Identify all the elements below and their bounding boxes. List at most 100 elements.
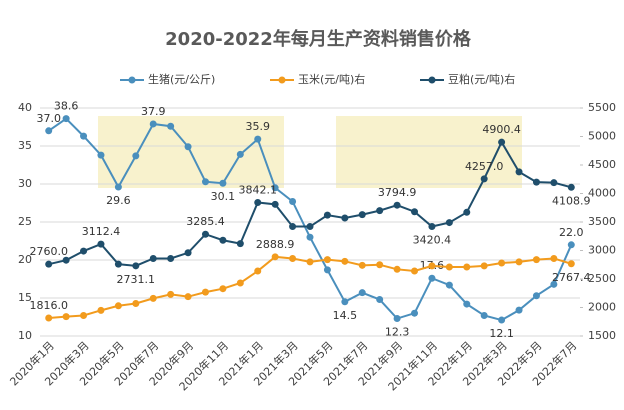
- point: [254, 199, 262, 207]
- point: [463, 208, 471, 216]
- y2-tick-label: 2500: [588, 272, 616, 285]
- point: [132, 152, 140, 160]
- value-label: 38.6: [54, 100, 79, 113]
- point: [167, 122, 175, 130]
- point: [97, 240, 105, 248]
- point: [393, 315, 401, 323]
- point: [532, 292, 540, 300]
- point: [62, 256, 70, 264]
- value-label: 3285.4: [186, 215, 225, 228]
- value-label: 14.5: [333, 309, 358, 322]
- legend-marker: [278, 76, 286, 84]
- value-label: 22.0: [559, 226, 584, 239]
- point: [219, 179, 227, 187]
- value-label: 12.3: [385, 326, 410, 339]
- point: [532, 256, 540, 264]
- point: [114, 183, 122, 191]
- point: [323, 256, 331, 264]
- point: [167, 254, 175, 262]
- point: [341, 298, 349, 306]
- point: [62, 313, 70, 321]
- point: [184, 249, 192, 257]
- point: [428, 274, 436, 282]
- point: [532, 178, 540, 186]
- y-tick-label: 30: [18, 177, 32, 190]
- point: [480, 311, 488, 319]
- y2-tick-label: 4500: [588, 158, 616, 171]
- value-label: 3794.9: [378, 186, 417, 199]
- point: [411, 309, 419, 317]
- point: [219, 285, 227, 293]
- point: [132, 262, 140, 270]
- point: [114, 302, 122, 310]
- point: [254, 135, 262, 143]
- point: [149, 254, 157, 262]
- point: [498, 259, 506, 267]
- value-label: 37.9: [141, 105, 166, 118]
- point: [306, 233, 314, 241]
- y2-tick-label: 1500: [588, 329, 616, 342]
- point: [254, 267, 262, 275]
- value-label: 2888.9: [256, 238, 295, 251]
- point: [167, 290, 175, 298]
- point: [236, 240, 244, 248]
- point: [271, 253, 279, 261]
- point: [515, 168, 523, 176]
- y-tick-label: 35: [18, 139, 32, 152]
- point: [114, 260, 122, 268]
- value-label: 4108.9: [552, 194, 591, 207]
- point: [97, 151, 105, 159]
- point: [271, 200, 279, 208]
- legend-label: 豆粕(元/吨)右: [448, 72, 515, 86]
- value-label: 2767.4: [552, 271, 591, 284]
- point: [358, 289, 366, 297]
- value-label: 35.9: [245, 120, 270, 133]
- point: [289, 197, 297, 205]
- point: [289, 223, 297, 231]
- value-label: 2760.0: [29, 245, 68, 258]
- y-tick-label: 10: [18, 329, 32, 342]
- point: [376, 261, 384, 269]
- point: [80, 311, 88, 319]
- y2-tick-label: 2000: [588, 301, 616, 314]
- point: [515, 306, 523, 314]
- point: [358, 261, 366, 269]
- point: [323, 266, 331, 274]
- point: [480, 175, 488, 183]
- point: [45, 314, 53, 322]
- value-label: 12.1: [489, 327, 514, 340]
- y-tick-label: 15: [18, 291, 32, 304]
- point: [393, 201, 401, 209]
- legend-marker: [428, 76, 436, 84]
- value-label: 3112.4: [82, 225, 121, 238]
- point: [428, 262, 436, 270]
- point: [184, 293, 192, 301]
- point: [411, 208, 419, 216]
- point: [393, 265, 401, 273]
- point: [306, 258, 314, 266]
- point: [236, 150, 244, 158]
- point: [219, 236, 227, 244]
- point: [376, 207, 384, 215]
- point: [45, 260, 53, 268]
- value-label: 4900.4: [482, 123, 521, 136]
- y-tick-label: 20: [18, 253, 32, 266]
- point: [149, 294, 157, 302]
- point: [149, 120, 157, 128]
- point: [463, 300, 471, 308]
- point: [498, 138, 506, 146]
- value-label: 37.0: [36, 112, 61, 125]
- point: [201, 288, 209, 296]
- point: [498, 316, 506, 324]
- point: [515, 258, 523, 266]
- point: [550, 179, 558, 187]
- point: [428, 223, 436, 231]
- point: [341, 257, 349, 265]
- y2-tick-label: 5000: [588, 130, 616, 143]
- point: [445, 219, 453, 227]
- point: [132, 300, 140, 308]
- point: [341, 214, 349, 222]
- point: [236, 279, 244, 287]
- point: [550, 280, 558, 288]
